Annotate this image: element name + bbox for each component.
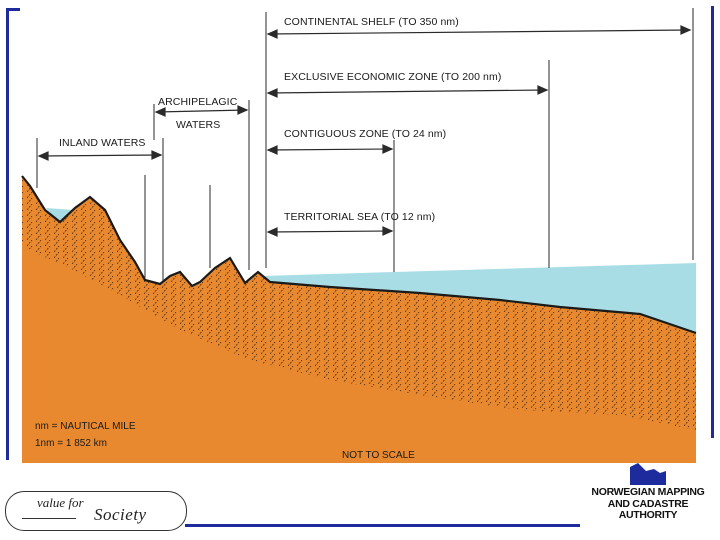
archipelagic-label-line1: ARCHIPELAGIC — [158, 96, 238, 108]
territorial-sea-arrowhead-left — [266, 227, 278, 237]
norway-map-icon — [630, 463, 666, 485]
legend-conversion: 1nm = 1 852 km — [35, 438, 107, 449]
org-name-line3: AUTHORITY — [618, 509, 678, 521]
organization-name: NORWEGIAN MAPPING AND CADASTRE AUTHORITY — [583, 486, 713, 522]
inland-waters-arrowhead-right — [151, 150, 163, 160]
slide-frame-left — [6, 8, 9, 460]
slide-frame-right — [711, 6, 714, 438]
territorial-sea-label: TERRITORIAL SEA (TO 12 nm) — [284, 211, 436, 223]
archipelagic-label-line2: WATERS — [176, 119, 221, 131]
inland-waters-arrowhead-left — [37, 151, 49, 161]
inland-waters-label: INLAND WATERS — [59, 137, 146, 149]
territorial-sea-arrow — [267, 230, 393, 233]
eez-label: EXCLUSIVE ECONOMIC ZONE (TO 200 nm) — [284, 71, 502, 83]
value-for-society-logo: value for Society — [5, 491, 187, 531]
legend-nautical-mile: nm = NAUTICAL MILE — [35, 421, 136, 432]
contiguous-zone-label: CONTIGUOUS ZONE (TO 24 nm) — [284, 128, 447, 140]
contiguous-zone-arrow — [267, 148, 393, 151]
org-name-line2: AND CADASTRE — [607, 497, 689, 510]
contiguous-zone-arrowhead-left — [266, 145, 278, 155]
continental-shelf-label: CONTINENTAL SHELF (TO 350 nm) — [284, 16, 459, 28]
eez-arrow — [267, 89, 548, 94]
territorial-sea-arrowhead-right — [382, 226, 394, 236]
slide-frame-bottom — [185, 524, 580, 527]
continental-shelf-arrow — [267, 29, 691, 35]
slide-frame-top — [6, 8, 20, 11]
continental-shelf-arrowhead-right — [680, 25, 692, 35]
continental-shelf-arrowhead-left — [266, 29, 278, 39]
archipelagic-arrowhead-right — [237, 105, 249, 115]
contiguous-zone-arrowhead-right — [382, 144, 394, 154]
eez-arrowhead-left — [266, 88, 278, 98]
scale-note: NOT TO SCALE — [342, 450, 415, 461]
inland-water — [46, 208, 74, 222]
archipelagic-arrowhead-left — [154, 107, 166, 117]
slogan-value-for: value for — [37, 495, 84, 510]
inland-waters-arrow — [38, 154, 162, 157]
seabed-outline — [21, 175, 697, 335]
org-name-line1: NORWEGIAN MAPPING — [591, 486, 705, 498]
archipelagic-arrow — [155, 109, 248, 113]
slogan-underline — [22, 518, 76, 519]
slogan-society: Society — [94, 505, 147, 524]
eez-arrowhead-right — [537, 85, 549, 95]
